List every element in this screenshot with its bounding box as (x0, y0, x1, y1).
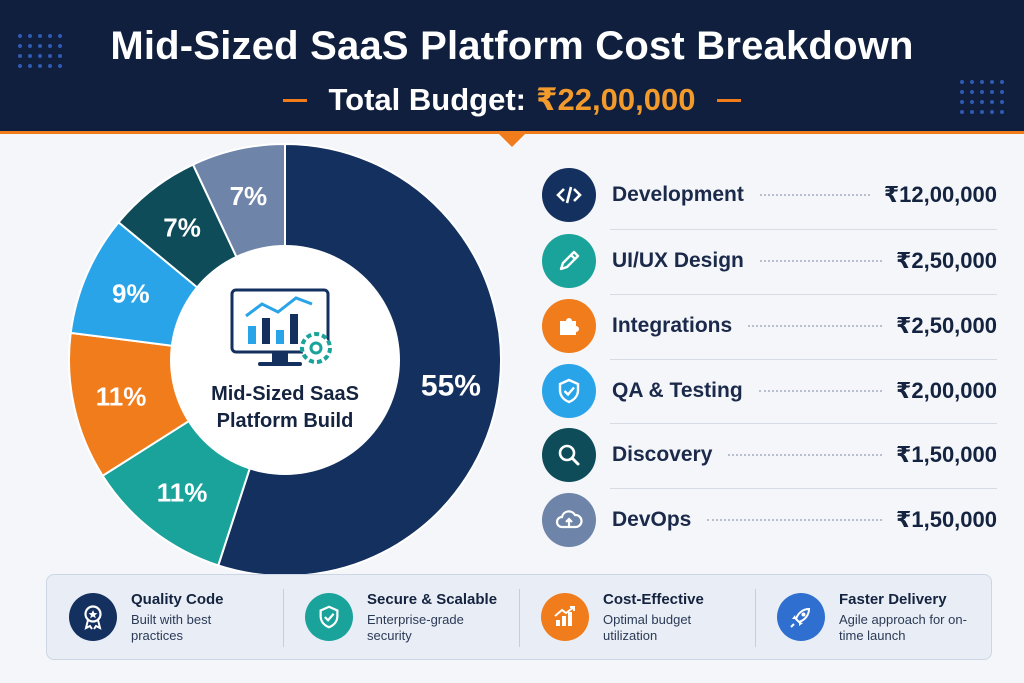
pencil-icon (542, 234, 596, 288)
code-icon (542, 168, 596, 222)
feature-title: Cost-Effective (603, 590, 704, 608)
feature-title: Secure & Scalable (367, 590, 498, 608)
breakdown-value: ₹2,50,000 (896, 248, 997, 273)
header: Mid-Sized SaaS Platform Cost Breakdown T… (0, 0, 1024, 134)
subtitle: Total Budget: ₹22,00,000 (329, 82, 696, 118)
cloud-upload-icon (542, 493, 596, 547)
shield-check-icon (542, 364, 596, 418)
feature-description: Agile approach for on-time launch (839, 611, 967, 643)
breakdown-label: Integrations (612, 314, 733, 337)
row-divider (610, 359, 997, 360)
leader-dots (758, 390, 883, 392)
breakdown-value: ₹1,50,000 (896, 442, 997, 467)
breakdown-row-qa-testing: QA & Testing ₹2,00,000 (542, 359, 997, 423)
leader-dots (759, 194, 870, 196)
breakdown-value: ₹2,00,000 (896, 378, 997, 403)
breakdown-value: ₹12,00,000 (883, 182, 997, 207)
breakdown-label: UI/UX Design (612, 249, 744, 272)
subtitle-dash (282, 98, 307, 102)
breakdown-row-devops: DevOps ₹1,50,000 (542, 488, 997, 552)
row-divider (610, 229, 997, 230)
breakdown-row-ui-ux-design: UI/UX Design ₹2,50,000 (542, 229, 997, 293)
breakdown-label: Discovery (612, 443, 713, 466)
row-divider (610, 423, 997, 424)
breakdown-value: ₹2,50,000 (896, 313, 997, 338)
slice-label: 7% (230, 181, 268, 211)
feature-description: Built with best practices (131, 611, 212, 643)
feature-faster-delivery: Faster Delivery Agile approach for on-ti… (755, 575, 991, 659)
award-icon (69, 593, 117, 641)
center-label-line2: Platform Build (217, 410, 354, 432)
subtitle-label: Total Budget: (328, 82, 526, 117)
breakdown-row-development: Development ₹12,00,000 (542, 163, 997, 227)
shield-check-icon (305, 593, 353, 641)
decorative-dots (960, 80, 1004, 114)
subtitle-dash (717, 98, 742, 102)
slice-label: 11% (157, 478, 208, 508)
feature-quality-code: Quality Code Built with best practices (47, 575, 283, 659)
feature-title: Faster Delivery (839, 590, 947, 608)
monitor-chart-icon (230, 288, 332, 366)
leader-dots (728, 454, 883, 456)
features-bar: Quality Code Built with best practices S… (46, 574, 992, 660)
row-divider (610, 488, 997, 489)
page-title: Mid-Sized SaaS Platform Cost Breakdown (110, 24, 914, 68)
breakdown-row-integrations: Integrations ₹2,50,000 (542, 294, 997, 358)
donut-chart: 55% 11% 11% 9% 7% 7% Mid-Sized SaaS Platform … (68, 142, 502, 577)
slice-label: 55% (421, 369, 481, 402)
feature-secure-scalable: Secure & Scalable Enterprise-grade secur… (283, 575, 519, 659)
center-label-line1: Mid-Sized SaaS (211, 383, 359, 405)
slice-label: 11% (96, 382, 147, 412)
feature-cost-effective: Cost-Effective Optimal budget utilizatio… (519, 575, 755, 659)
puzzle-icon (542, 299, 596, 353)
row-divider (610, 294, 997, 295)
feature-description: Enterprise-grade security (367, 611, 464, 643)
rocket-icon (777, 593, 825, 641)
feature-title: Quality Code (131, 590, 224, 608)
leader-dots (759, 260, 883, 262)
leader-dots (748, 325, 883, 327)
breakdown-row-discovery: Discovery ₹1,50,000 (542, 423, 997, 487)
leader-dots (707, 519, 883, 521)
decorative-dots (18, 34, 62, 68)
breakdown-label: Development (612, 183, 744, 206)
breakdown-value: ₹1,50,000 (896, 507, 997, 532)
subtitle-row: Total Budget: ₹22,00,000 (0, 82, 1024, 118)
total-budget-amount: ₹22,00,000 (535, 82, 696, 117)
search-icon (542, 428, 596, 482)
growth-chart-icon (541, 593, 589, 641)
header-notch (499, 134, 525, 147)
breakdown-label: DevOps (612, 508, 692, 531)
breakdown-label: QA & Testing (612, 379, 743, 402)
feature-description: Optimal budget utilization (603, 611, 692, 643)
slice-label: 9% (112, 278, 150, 308)
slice-label: 7% (163, 212, 201, 242)
